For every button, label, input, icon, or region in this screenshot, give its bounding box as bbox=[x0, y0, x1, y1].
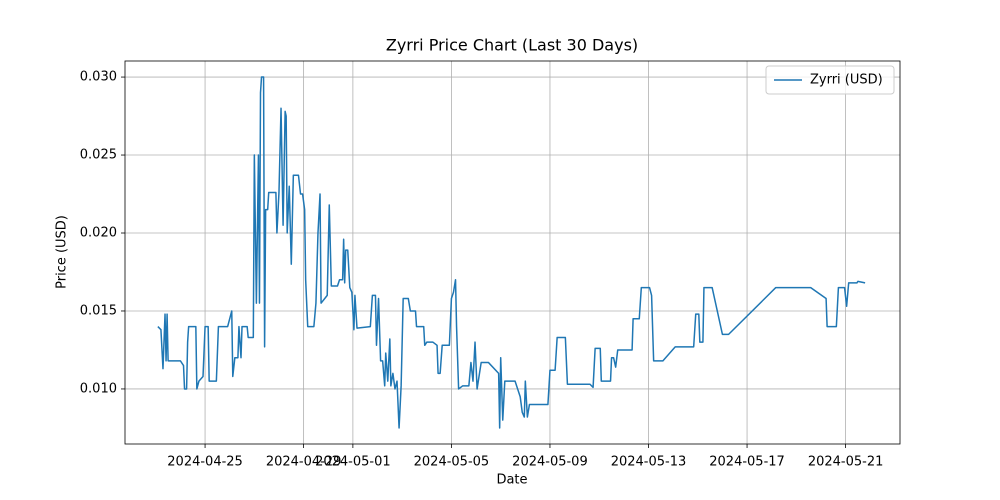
price-line bbox=[157, 76, 866, 429]
x-tick-label: 2024-05-13 bbox=[611, 455, 687, 470]
legend-box bbox=[765, 65, 895, 95]
x-tick-label: 2024-05-17 bbox=[709, 455, 785, 470]
chart-title: Zyrri Price Chart (Last 30 Days) bbox=[386, 36, 638, 55]
axes-frame bbox=[124, 60, 901, 445]
x-tick-label: 2024-05-05 bbox=[414, 455, 490, 470]
legend-label: Zyrri (USD) bbox=[810, 73, 883, 88]
y-tick-label: 0.015 bbox=[80, 303, 117, 318]
y-tick-label: 0.020 bbox=[80, 226, 117, 241]
y-tick-label: 0.025 bbox=[80, 148, 117, 163]
x-axis-label: Date bbox=[496, 473, 527, 488]
y-tick-label: 0.010 bbox=[80, 381, 117, 396]
x-tick-label: 2024-04-25 bbox=[167, 455, 243, 470]
x-tick-label: 2024-05-21 bbox=[808, 455, 884, 470]
x-tick-label: 2024-04-29 bbox=[266, 455, 342, 470]
y-tick-label: 0.030 bbox=[80, 70, 117, 85]
x-tick-label: 2024-05-01 bbox=[315, 455, 391, 470]
x-tick-label: 2024-05-09 bbox=[512, 455, 588, 470]
y-axis-label: Price (USD) bbox=[55, 215, 70, 289]
